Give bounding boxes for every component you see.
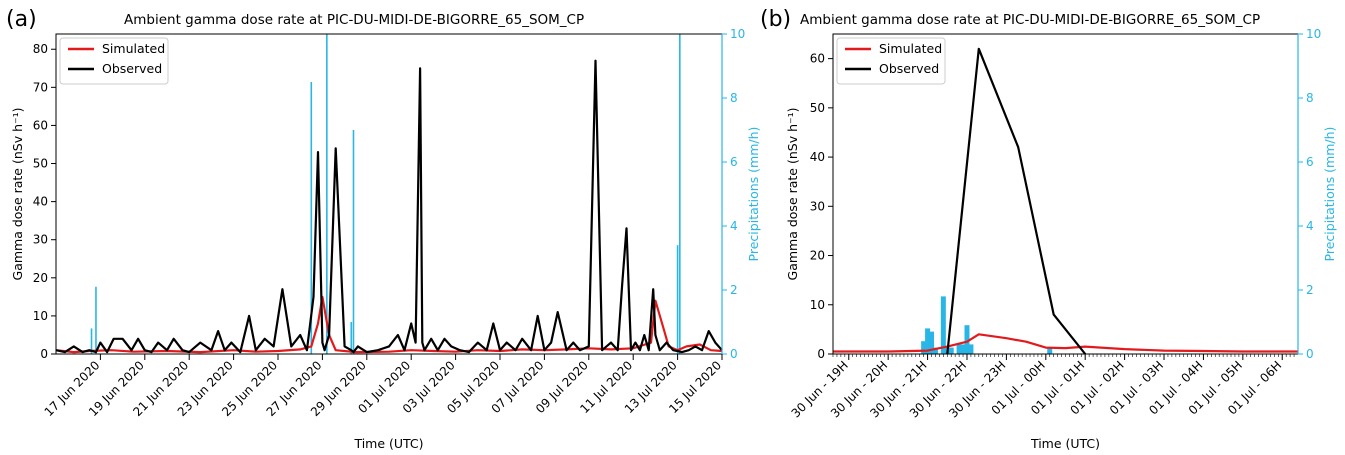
series-line-observed bbox=[946, 47, 1087, 355]
panel-a: (a) Ambient gamma dose rate at PIC-DU-MID… bbox=[6, 7, 761, 451]
y-tick-label: 80 bbox=[33, 42, 48, 56]
legend-label-simulated: Simulated bbox=[879, 41, 942, 56]
x-axis-label: Time (UTC) bbox=[1030, 436, 1100, 451]
y-tick-label: 20 bbox=[810, 249, 825, 263]
y-tick-label: 0 bbox=[40, 347, 48, 361]
chart-title: Ambient gamma dose rate at PIC-DU-MIDI-D… bbox=[124, 12, 584, 28]
series-line-simulated bbox=[833, 333, 1298, 353]
y-tick-label: 0 bbox=[817, 347, 825, 361]
y-tick-label: 50 bbox=[810, 101, 825, 115]
precipitation-bar bbox=[940, 296, 946, 354]
precipitation-bar bbox=[925, 328, 931, 354]
panel-label: (b) bbox=[760, 7, 791, 32]
y2-axis-label: Precipitations (mm/h) bbox=[746, 127, 761, 262]
y2-tick-label: 4 bbox=[1306, 219, 1314, 233]
precipitation-bar bbox=[956, 344, 962, 354]
precipitation-bar bbox=[90, 328, 93, 354]
series-line-observed bbox=[55, 59, 723, 354]
precipitation-bar bbox=[310, 82, 313, 354]
y2-tick-label: 6 bbox=[1306, 155, 1314, 169]
y2-tick-label: 2 bbox=[1306, 283, 1314, 297]
chart-title: Ambient gamma dose rate at PIC-DU-MIDI-D… bbox=[800, 12, 1260, 28]
precipitation-bar bbox=[679, 34, 681, 354]
y-tick-label: 30 bbox=[33, 233, 48, 247]
precipitation-bar bbox=[929, 331, 935, 354]
y-tick-label: 70 bbox=[33, 80, 48, 94]
precipitation-bar bbox=[968, 344, 974, 354]
y-tick-label: 40 bbox=[810, 150, 825, 164]
y-tick-label: 20 bbox=[33, 271, 48, 285]
y2-axis-label: Precipitations (mm/h) bbox=[1322, 127, 1337, 262]
precipitation-bar bbox=[921, 341, 927, 354]
x-axis-label: Time (UTC) bbox=[353, 436, 423, 451]
legend: Simulated Observed bbox=[836, 37, 946, 85]
y-tick-label: 10 bbox=[810, 298, 825, 312]
precipitation-bar bbox=[326, 34, 328, 354]
y2-tick-label: 8 bbox=[730, 91, 738, 105]
y-tick-label: 50 bbox=[33, 157, 48, 171]
y-tick-label: 10 bbox=[33, 309, 48, 323]
y2-tick-label: 0 bbox=[730, 347, 738, 361]
precipitation-bar bbox=[95, 286, 97, 354]
precipitation-bar bbox=[960, 344, 966, 354]
y2-tick-label: 4 bbox=[730, 219, 738, 233]
legend-label-simulated: Simulated bbox=[102, 41, 165, 56]
precipitation-bar bbox=[964, 325, 970, 354]
precipitation-bar bbox=[948, 347, 954, 354]
legend-label-observed: Observed bbox=[879, 61, 939, 76]
y-tick-label: 60 bbox=[33, 118, 48, 132]
precipitation-bar bbox=[350, 322, 353, 354]
precipitation-bar bbox=[352, 130, 355, 354]
panel-b: (b) Ambient gamma dose rate at PIC-DU-MID… bbox=[760, 7, 1337, 451]
y-tick-label: 60 bbox=[810, 52, 825, 66]
y2-tick-label: 6 bbox=[730, 155, 738, 169]
y2-tick-label: 10 bbox=[1306, 27, 1321, 41]
series-line-simulated bbox=[55, 295, 723, 354]
panel-label: (a) bbox=[6, 7, 37, 32]
y-tick-label: 30 bbox=[810, 199, 825, 213]
precipitation-bar bbox=[932, 347, 938, 354]
y-tick-label: 40 bbox=[33, 195, 48, 209]
precipitation-bar bbox=[1047, 347, 1053, 354]
precipitation-bar bbox=[676, 245, 679, 354]
y2-tick-label: 0 bbox=[1306, 347, 1314, 361]
legend-label-observed: Observed bbox=[102, 61, 162, 76]
y2-tick-label: 2 bbox=[730, 283, 738, 297]
y2-tick-label: 8 bbox=[1306, 91, 1314, 105]
legend: Simulated Observed bbox=[59, 37, 169, 85]
y2-tick-label: 10 bbox=[730, 27, 745, 41]
y-axis-label: Gamma dose rate (nSv h⁻¹) bbox=[785, 108, 800, 281]
y-axis-label: Gamma dose rate (nSv h⁻¹) bbox=[10, 108, 25, 281]
